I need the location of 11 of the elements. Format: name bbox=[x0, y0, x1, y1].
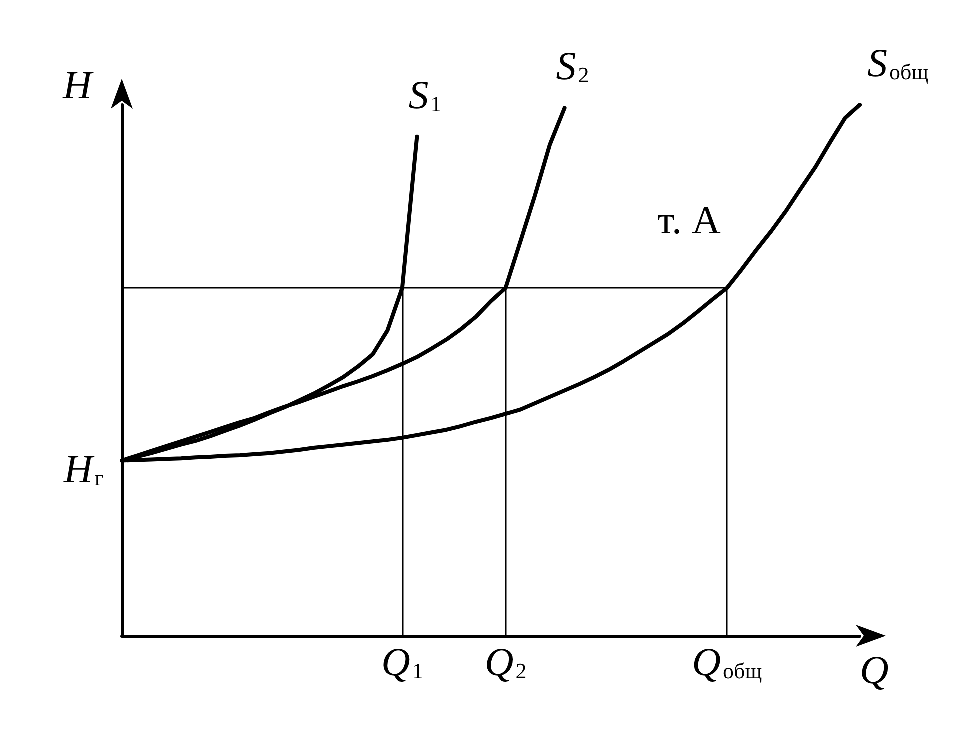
x-tick-label: Qобщ bbox=[692, 640, 762, 684]
text: H bbox=[63, 62, 92, 108]
x-tick-label: Q2 bbox=[484, 640, 527, 684]
annotation: т. A bbox=[657, 198, 721, 243]
x-axis-title: Q bbox=[860, 648, 889, 692]
series-label: S1 bbox=[408, 72, 442, 118]
series-label: Sобщ bbox=[867, 40, 929, 86]
x-tick-label: Q1 bbox=[381, 640, 424, 684]
series-label: S2 bbox=[556, 44, 590, 89]
text: г bbox=[94, 465, 104, 490]
y-axis-title: H bbox=[63, 446, 96, 492]
